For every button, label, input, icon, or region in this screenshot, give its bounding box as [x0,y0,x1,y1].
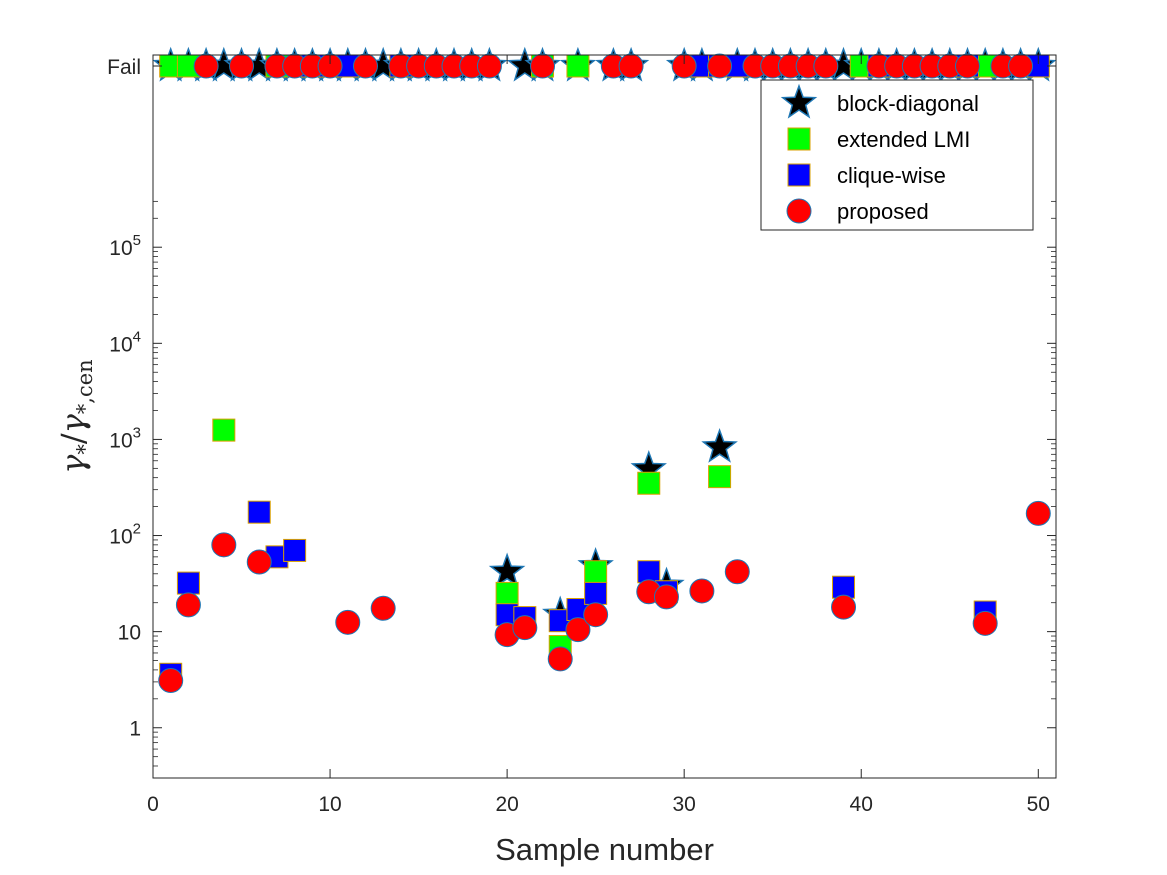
y-axis-label: γ*/γ*,cen [54,359,97,473]
point-extended-lmi-25 [584,560,608,584]
legend-label-clique-wise: clique-wise [837,163,946,188]
y-tick-label: 1 [129,718,141,741]
point-clique-wise-6 [247,500,271,524]
point-proposed-11 [335,609,361,635]
point-extended-lmi-32 [708,465,732,489]
point-proposed-47 [972,610,998,636]
axes-box [152,54,1057,779]
point-clique-wise-2 [176,571,200,595]
point-proposed-21 [512,615,538,641]
x-tick-label: 20 [495,793,518,816]
x-tick-label: 0 [147,793,159,816]
point-proposed-22 [530,53,556,79]
x-tick-label: 30 [672,793,695,816]
axes [152,54,1057,779]
point-proposed-6 [246,549,272,575]
point-extended-lmi-28 [637,471,661,495]
legend-marker-clique-wise [787,163,811,187]
legend-marker-proposed [786,198,812,224]
x-tick-label: 10 [318,793,341,816]
point-proposed-46 [954,53,980,79]
point-proposed-50 [1025,500,1051,526]
point-block-diagonal-20 [488,552,526,588]
point-proposed-1 [158,668,184,694]
point-proposed-10 [317,53,343,79]
y-tick-label: 104 [109,328,141,356]
point-extended-lmi-24 [566,54,590,78]
point-proposed-38 [813,53,839,79]
point-proposed-39 [831,594,857,620]
tick-labels: 0 10 20 30 40 50 1 10 102 103 104 105 Fail [107,56,1050,816]
legend-marker-block-diagonal [780,83,818,119]
point-clique-wise-25 [584,581,608,605]
point-proposed-12 [352,53,378,79]
y-tick-label: 103 [109,424,141,452]
legend-label-proposed: proposed [837,199,929,224]
x-tick-label: 40 [850,793,873,816]
x-tick-label: 50 [1027,793,1050,816]
point-proposed-30 [671,53,697,79]
y-tick-label: 105 [109,232,141,260]
point-proposed-24 [565,617,591,643]
x-axis-label: Sample number [495,832,714,867]
y-axis-label-text: γ*/γ*,cen [54,359,97,473]
point-proposed-32 [707,53,733,79]
point-proposed-5 [229,53,255,79]
legend-label-extended-lmi: extended LMI [837,127,970,152]
point-proposed-33 [724,559,750,585]
point-clique-wise-8 [283,538,307,562]
point-proposed-25 [583,602,609,628]
point-extended-lmi-4 [212,418,236,442]
point-proposed-2 [175,592,201,618]
point-proposed-27 [618,53,644,79]
point-proposed-4 [211,532,237,558]
point-proposed-19 [476,53,502,79]
y-tick-label: 10 [118,622,141,645]
point-proposed-49 [1008,53,1034,79]
point-extended-lmi-20 [495,581,519,605]
point-block-diagonal-32 [701,428,738,463]
legend-label-block-diagonal: block-diagonal [837,91,979,116]
point-proposed-3 [193,53,219,79]
point-proposed-23 [547,646,573,672]
point-proposed-29 [653,584,679,610]
point-proposed-31 [689,578,715,604]
point-proposed-13 [370,595,396,621]
data-markers [152,46,1057,694]
legend: block-diagonal extended LMI clique-wise pro… [760,79,1034,231]
y-tick-label: Fail [107,56,141,79]
y-tick-label: 102 [109,521,141,549]
legend-marker-extended-lmi [787,127,811,151]
